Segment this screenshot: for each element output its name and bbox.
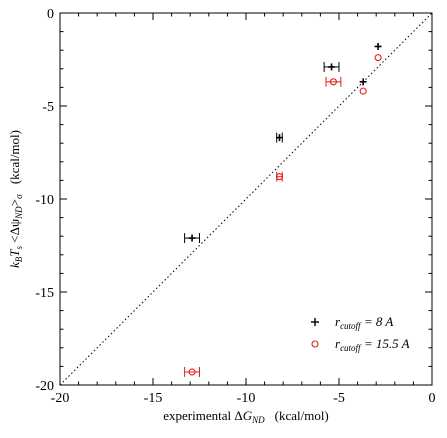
legend-series-1-rest: = 8 A — [361, 314, 394, 329]
legend-series-2-r: r — [335, 336, 341, 351]
y-axis-label-unit: (kcal/mol) — [7, 130, 22, 184]
y-axis-label-t: T — [7, 249, 22, 257]
legend-series-2-sub: cutoff — [340, 343, 362, 353]
y-axis-label-psi-sub: ND — [14, 206, 24, 220]
y-tick-label: 0 — [47, 7, 54, 22]
y-axis-label-sigma: σ — [14, 194, 24, 199]
y-axis-label-t-sub: s — [14, 245, 24, 249]
x-axis-label-main: G — [243, 408, 253, 423]
legend-series-1-sub: cutoff — [340, 321, 362, 331]
legend-marker-plus — [311, 318, 319, 326]
x-tick-label: -15 — [144, 391, 163, 406]
y-axis-label-k: k — [7, 262, 22, 268]
y-axis-label: kBTs <ΔψND>σ (kcal/mol) — [7, 130, 24, 268]
plus-marker — [188, 234, 196, 242]
x-tick-label: -20 — [51, 391, 70, 406]
y-tick-label: -20 — [35, 379, 54, 394]
plus-marker — [328, 63, 336, 71]
plus-marker — [275, 134, 283, 142]
x-axis-label-sub: ND — [251, 415, 265, 425]
legend-label-series-2: rcutoff = 15.5 A — [335, 336, 410, 353]
x-tick-label: 0 — [429, 391, 436, 406]
diagonal-reference-line — [59, 12, 433, 386]
y-tick-label: -15 — [35, 286, 54, 301]
data-points — [184, 42, 382, 377]
legend-label-series-1: rcutoff = 8 A — [335, 314, 393, 331]
plus-marker — [374, 42, 382, 50]
x-axis-label-prefix: experimental Δ — [163, 408, 242, 423]
y-axis-label-close: > — [7, 199, 22, 206]
x-tick-label: -5 — [333, 391, 345, 406]
plus-marker — [359, 78, 367, 86]
legend-marker-circle — [311, 340, 319, 348]
series-1 — [184, 42, 382, 244]
circle-marker — [374, 54, 382, 62]
axis-ticks: -20 -15 -10 -5 0 -20 -15 -10 -5 0 — [35, 7, 435, 406]
legend-series-1-r: r — [335, 314, 341, 329]
x-tick-label: -10 — [237, 391, 256, 406]
x-axis-label-unit: (kcal/mol) — [275, 408, 329, 423]
legend-series-2-rest: = 15.5 A — [361, 336, 410, 351]
circle-marker — [188, 368, 196, 376]
y-tick-label: -10 — [35, 193, 54, 208]
circle-marker — [329, 78, 337, 86]
circle-marker — [359, 87, 367, 95]
circle-marker — [275, 173, 284, 181]
y-axis-label-open: <Δψ — [7, 219, 22, 246]
legend: rcutoff = 8 A rcutoff = 15.5 A — [311, 314, 410, 353]
series-2 — [184, 54, 382, 377]
x-axis-label: experimental ΔGND (kcal/mol) — [163, 408, 329, 425]
y-axis-label-k-sub: B — [14, 256, 24, 262]
y-tick-label: -5 — [42, 100, 54, 115]
